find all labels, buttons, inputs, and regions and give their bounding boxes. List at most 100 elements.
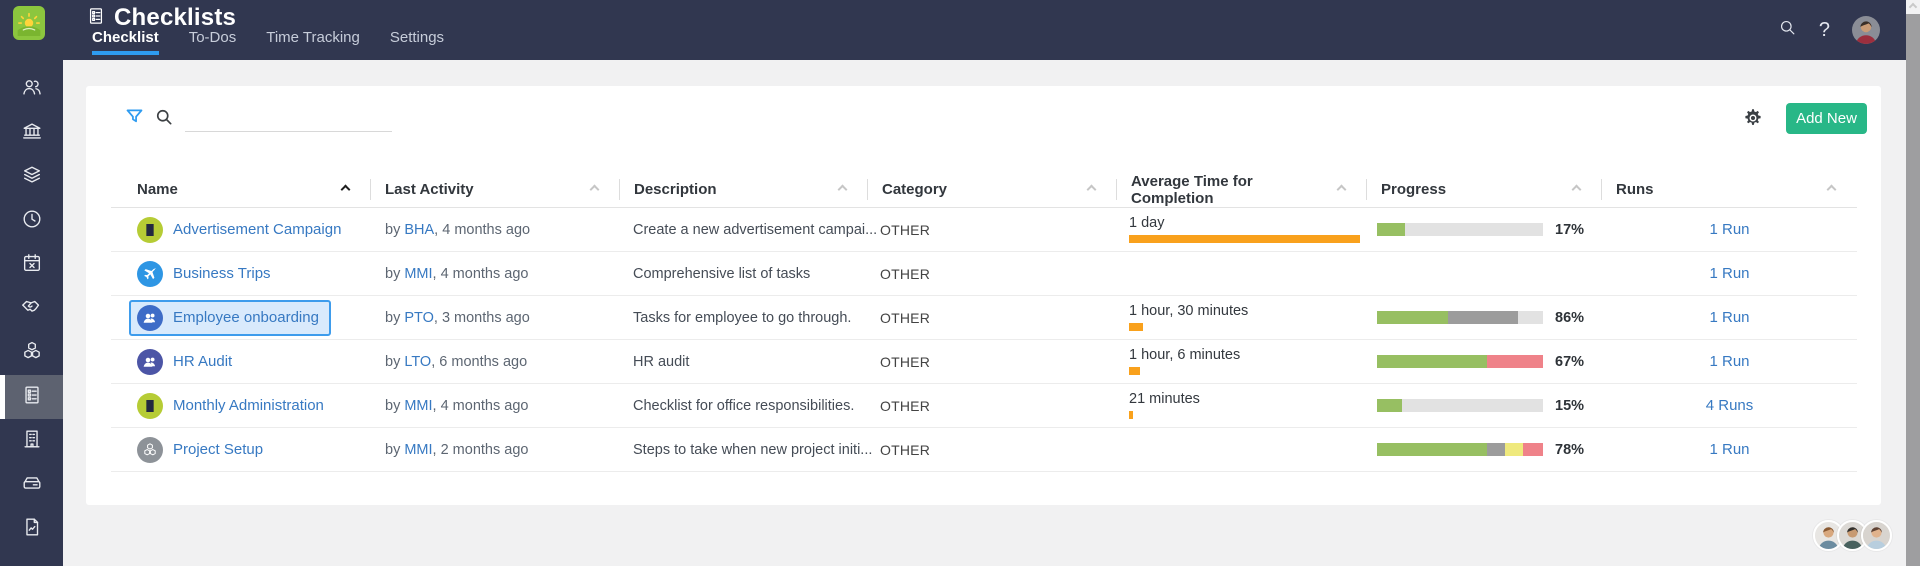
checklist-name-cell[interactable]: Employee onboarding — [129, 299, 331, 336]
users-icon — [21, 76, 43, 103]
bank-icon — [21, 120, 43, 147]
column-label: Runs — [1616, 181, 1654, 198]
sort-caret-icon[interactable] — [1571, 184, 1582, 195]
table-row[interactable]: Monthly Administration by MMI, 4 months a… — [111, 384, 1857, 428]
page-title: Checklists — [114, 4, 237, 31]
user-initials-link[interactable]: MMI — [404, 441, 433, 458]
sort-caret-icon[interactable] — [589, 184, 600, 195]
tab-to-dos[interactable]: To-Dos — [188, 29, 237, 46]
last-activity: by LTO, 6 months ago — [385, 353, 528, 370]
user-initials-link[interactable]: MMI — [404, 265, 433, 282]
runs-link[interactable]: 1 Run — [1709, 220, 1750, 238]
sidebar-item-bank[interactable] — [0, 111, 63, 155]
sidebar-item-report[interactable] — [0, 507, 63, 551]
checklist-name-cell[interactable]: Project Setup — [129, 432, 275, 468]
table-header-row: Name Last Activity Description Category Aver… — [111, 172, 1857, 208]
progress: 78% — [1367, 442, 1602, 458]
table-row[interactable]: Advertisement Campaign by BHA, 4 months a… — [111, 208, 1857, 252]
sidebar-item-cubes[interactable] — [0, 331, 63, 375]
scrollbar-thumb[interactable] — [1906, 14, 1920, 566]
building-icon — [21, 428, 43, 455]
avatar-team-member-3[interactable] — [1861, 520, 1892, 551]
sidebar-item-clock[interactable] — [0, 199, 63, 243]
column-header-progress[interactable]: Progress — [1367, 172, 1602, 207]
column-header-average-time-for-completion[interactable]: Average Time for Completion — [1117, 172, 1367, 207]
sidebar-item-handshake[interactable] — [0, 287, 63, 331]
progress-segment — [1401, 399, 1543, 412]
sidebar-item-users[interactable] — [0, 67, 63, 111]
sidebar-item-building[interactable] — [0, 419, 63, 463]
table-row[interactable]: Employee onboarding by PTO, 3 months ago T… — [111, 296, 1857, 340]
report-icon — [21, 516, 43, 543]
search-input[interactable] — [185, 110, 392, 132]
help-icon[interactable]: ? — [1818, 18, 1830, 41]
scroll-up-arrow[interactable] — [1908, 2, 1917, 12]
user-initials-link[interactable]: PTO — [404, 309, 434, 326]
checklist-name-link[interactable]: Employee onboarding — [173, 309, 319, 326]
column-header-category[interactable]: Category — [868, 172, 1117, 207]
runs-link[interactable]: 1 Run — [1709, 264, 1750, 282]
checklist-name-link[interactable]: Advertisement Campaign — [173, 221, 342, 238]
runs-link[interactable]: 1 Run — [1709, 440, 1750, 458]
runs-link[interactable]: 1 Run — [1709, 308, 1750, 326]
sidebar-item-calendar-x[interactable] — [0, 243, 63, 287]
progress-segment — [1377, 399, 1402, 412]
avg-time-label: 1 day — [1129, 215, 1165, 232]
app-logo-sunrise[interactable] — [13, 6, 45, 40]
tab-checklist[interactable]: Checklist — [92, 29, 159, 55]
table-row[interactable]: Project Setup by MMI, 2 months ago Steps t… — [111, 428, 1857, 472]
sort-caret-icon[interactable] — [1086, 184, 1097, 195]
user-avatar[interactable] — [1852, 16, 1880, 44]
table-row[interactable]: HR Audit by LTO, 6 months ago HR audit OTHE… — [111, 340, 1857, 384]
table-row[interactable]: Business Trips by MMI, 4 months ago Compre… — [111, 252, 1857, 296]
user-initials-link[interactable]: BHA — [404, 221, 435, 238]
checklist-name-cell[interactable]: Business Trips — [129, 256, 283, 292]
sort-caret-icon[interactable] — [1826, 184, 1837, 195]
column-header-runs[interactable]: Runs — [1602, 172, 1857, 207]
sidebar-item-checklists[interactable] — [0, 375, 63, 419]
calendar-x-icon — [21, 252, 43, 279]
filter-icon[interactable] — [124, 106, 145, 132]
tab-settings[interactable]: Settings — [389, 29, 445, 46]
column-label: Description — [634, 181, 717, 198]
add-new-button[interactable]: Add New — [1786, 103, 1867, 134]
runs-link[interactable]: 1 Run — [1709, 352, 1750, 370]
search-icon[interactable] — [154, 107, 174, 132]
user-initials-link[interactable]: MMI — [404, 397, 433, 414]
vertical-scrollbar — [1906, 0, 1920, 566]
progress: 86% — [1367, 310, 1602, 326]
sort-caret-icon[interactable] — [837, 184, 848, 195]
sort-caret-icon[interactable] — [340, 184, 351, 195]
checklist-name-link[interactable]: Project Setup — [173, 441, 264, 458]
sidebar-item-drive[interactable] — [0, 463, 63, 507]
sort-caret-icon[interactable] — [1336, 184, 1347, 195]
checklist-name-cell[interactable]: HR Audit — [129, 344, 244, 380]
gear-icon[interactable] — [1742, 107, 1764, 129]
checklist-name-link[interactable]: Monthly Administration — [173, 397, 324, 414]
progress-bar — [1377, 223, 1543, 236]
progress-percent: 17% — [1555, 221, 1585, 238]
column-header-name[interactable]: Name — [111, 172, 371, 207]
average-completion-time: 1 hour, 30 minutes — [1117, 304, 1367, 331]
cubes-icon — [21, 340, 43, 367]
top-navigation-bar: Checklists Checklist To-Dos Time Tracking S… — [0, 0, 1906, 60]
checklist-name-link[interactable]: Business Trips — [173, 265, 271, 282]
last-activity: by MMI, 2 months ago — [385, 441, 529, 458]
progress-bar — [1377, 311, 1543, 324]
checklist-name-link[interactable]: HR Audit — [173, 353, 233, 370]
progress: 15% — [1367, 398, 1602, 414]
checklist-panel: Add New Name Last Activity Description Cate… — [86, 86, 1881, 505]
description: Tasks for employee to go through. — [633, 309, 852, 326]
runs-link[interactable]: 4 Runs — [1705, 396, 1754, 414]
search-icon[interactable] — [1778, 18, 1797, 42]
checklist-name-cell[interactable]: Advertisement Campaign — [129, 212, 353, 248]
user-initials-link[interactable]: LTO — [404, 353, 432, 370]
sidebar-item-layers[interactable] — [0, 155, 63, 199]
checklist-name-cell[interactable]: Monthly Administration — [129, 388, 336, 424]
tab-time-tracking[interactable]: Time Tracking — [266, 29, 360, 46]
column-header-last-activity[interactable]: Last Activity — [371, 172, 620, 207]
description: Create a new advertisement campai... — [633, 221, 878, 238]
column-header-description[interactable]: Description — [620, 172, 868, 207]
avatar-team-member-1[interactable] — [1813, 520, 1844, 551]
progress-bar — [1377, 399, 1543, 412]
